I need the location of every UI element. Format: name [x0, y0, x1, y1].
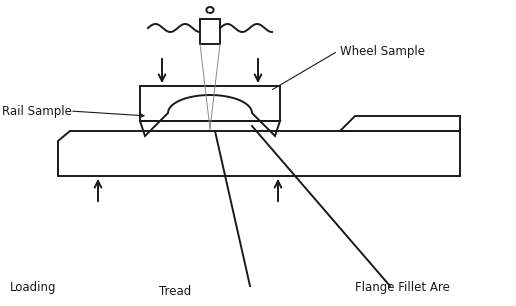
Text: Loading: Loading — [10, 282, 56, 294]
Text: Rail Sample: Rail Sample — [2, 105, 72, 118]
Text: Flange Fillet Are: Flange Fillet Are — [355, 282, 450, 294]
Text: Wheel Sample: Wheel Sample — [340, 44, 425, 58]
Polygon shape — [200, 19, 220, 44]
Text: Tread: Tread — [159, 285, 191, 298]
